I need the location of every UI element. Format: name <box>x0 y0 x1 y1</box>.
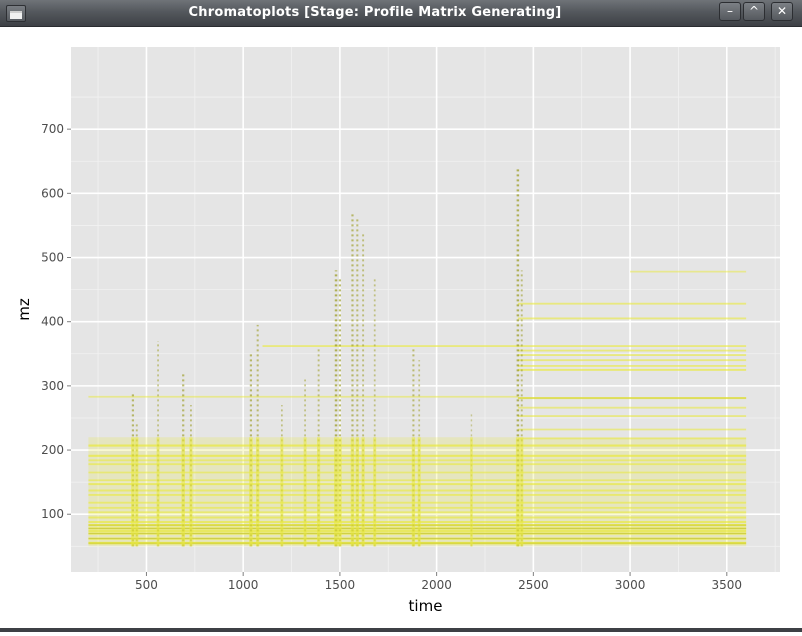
y-tick-label: 300 <box>41 379 64 393</box>
y-tick-label: 700 <box>41 122 64 136</box>
window-menu-icon <box>10 11 22 19</box>
x-tick-label: 2500 <box>518 578 549 592</box>
y-tick-label: 500 <box>41 251 64 265</box>
window-menu-button[interactable] <box>6 5 26 22</box>
y-tick-label: 200 <box>41 443 64 457</box>
axis-ticks: 500 1000 1500 2000 2500 3000 3500 100 200 300 400 5… <box>41 122 742 592</box>
window-title: Chromatoplots [Stage: Profile Matrix Gen… <box>188 5 562 20</box>
x-tick-label: 3500 <box>712 578 743 592</box>
x-tick-label: 1000 <box>228 578 259 592</box>
x-tick-label: 1500 <box>325 578 356 592</box>
y-tick-label: 100 <box>41 507 64 521</box>
x-tick-label: 500 <box>135 578 158 592</box>
window-bottom-border <box>0 628 802 632</box>
minimize-button[interactable]: – <box>719 2 741 21</box>
x-tick-label: 3000 <box>615 578 646 592</box>
x-tick-label: 2000 <box>421 578 452 592</box>
title-bar[interactable]: Chromatoplots [Stage: Profile Matrix Gen… <box>0 0 802 27</box>
plot-area: 500 1000 1500 2000 2500 3000 3500 100 200 300 400 5… <box>0 27 802 632</box>
y-axis-label: mz <box>15 298 33 321</box>
close-button[interactable]: ✕ <box>771 2 793 21</box>
y-tick-label: 400 <box>41 315 64 329</box>
y-tick-label: 600 <box>41 186 64 200</box>
x-axis-label: time <box>409 597 443 615</box>
maximize-button[interactable]: ^ <box>743 2 765 21</box>
data-points <box>88 167 747 547</box>
chromatogram-scatter-plot: 500 1000 1500 2000 2500 3000 3500 100 200 300 400 5… <box>15 47 780 615</box>
